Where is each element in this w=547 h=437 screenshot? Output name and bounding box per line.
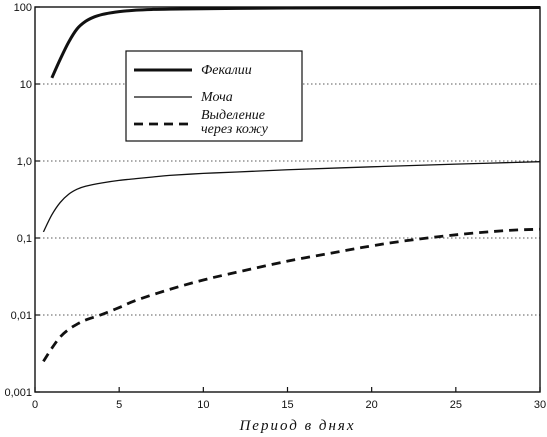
legend: Фекалии Моча Выделение через кожу [125, 50, 303, 142]
y-tick-label: 0,001 [4, 387, 32, 399]
y-tick-label: 0,01 [11, 310, 32, 322]
y-tick-label: 0,1 [17, 233, 32, 245]
y-tick-label: 1,0 [17, 156, 32, 168]
y-tick-label: 10 [20, 79, 32, 91]
x-tick-label: 20 [366, 399, 378, 411]
x-tick-label: 0 [32, 399, 38, 411]
series-line-0 [50, 6, 541, 79]
legend-box [125, 50, 303, 142]
series-line-1 [42, 161, 541, 233]
x-tick-label: 25 [450, 399, 462, 411]
series-line-2 [42, 227, 541, 363]
y-axis-ticks: 100 10 1,0 0,1 0,01 0,001 [4, 2, 40, 399]
x-axis-title: Период в днях [238, 418, 355, 434]
x-axis-ticks: 0 5 10 15 20 25 30 [32, 387, 546, 411]
x-tick-label: 5 [116, 399, 122, 411]
legend-label-1: Моча [200, 90, 233, 105]
legend-label-2: Выделение через кожу [201, 108, 269, 137]
x-tick-label: 15 [281, 399, 293, 411]
legend-label-0: Фекалии [201, 63, 252, 78]
x-tick-label: 10 [197, 399, 209, 411]
y-tick-label: 100 [14, 2, 32, 14]
series-layer [42, 6, 541, 363]
x-tick-label: 30 [534, 399, 546, 411]
